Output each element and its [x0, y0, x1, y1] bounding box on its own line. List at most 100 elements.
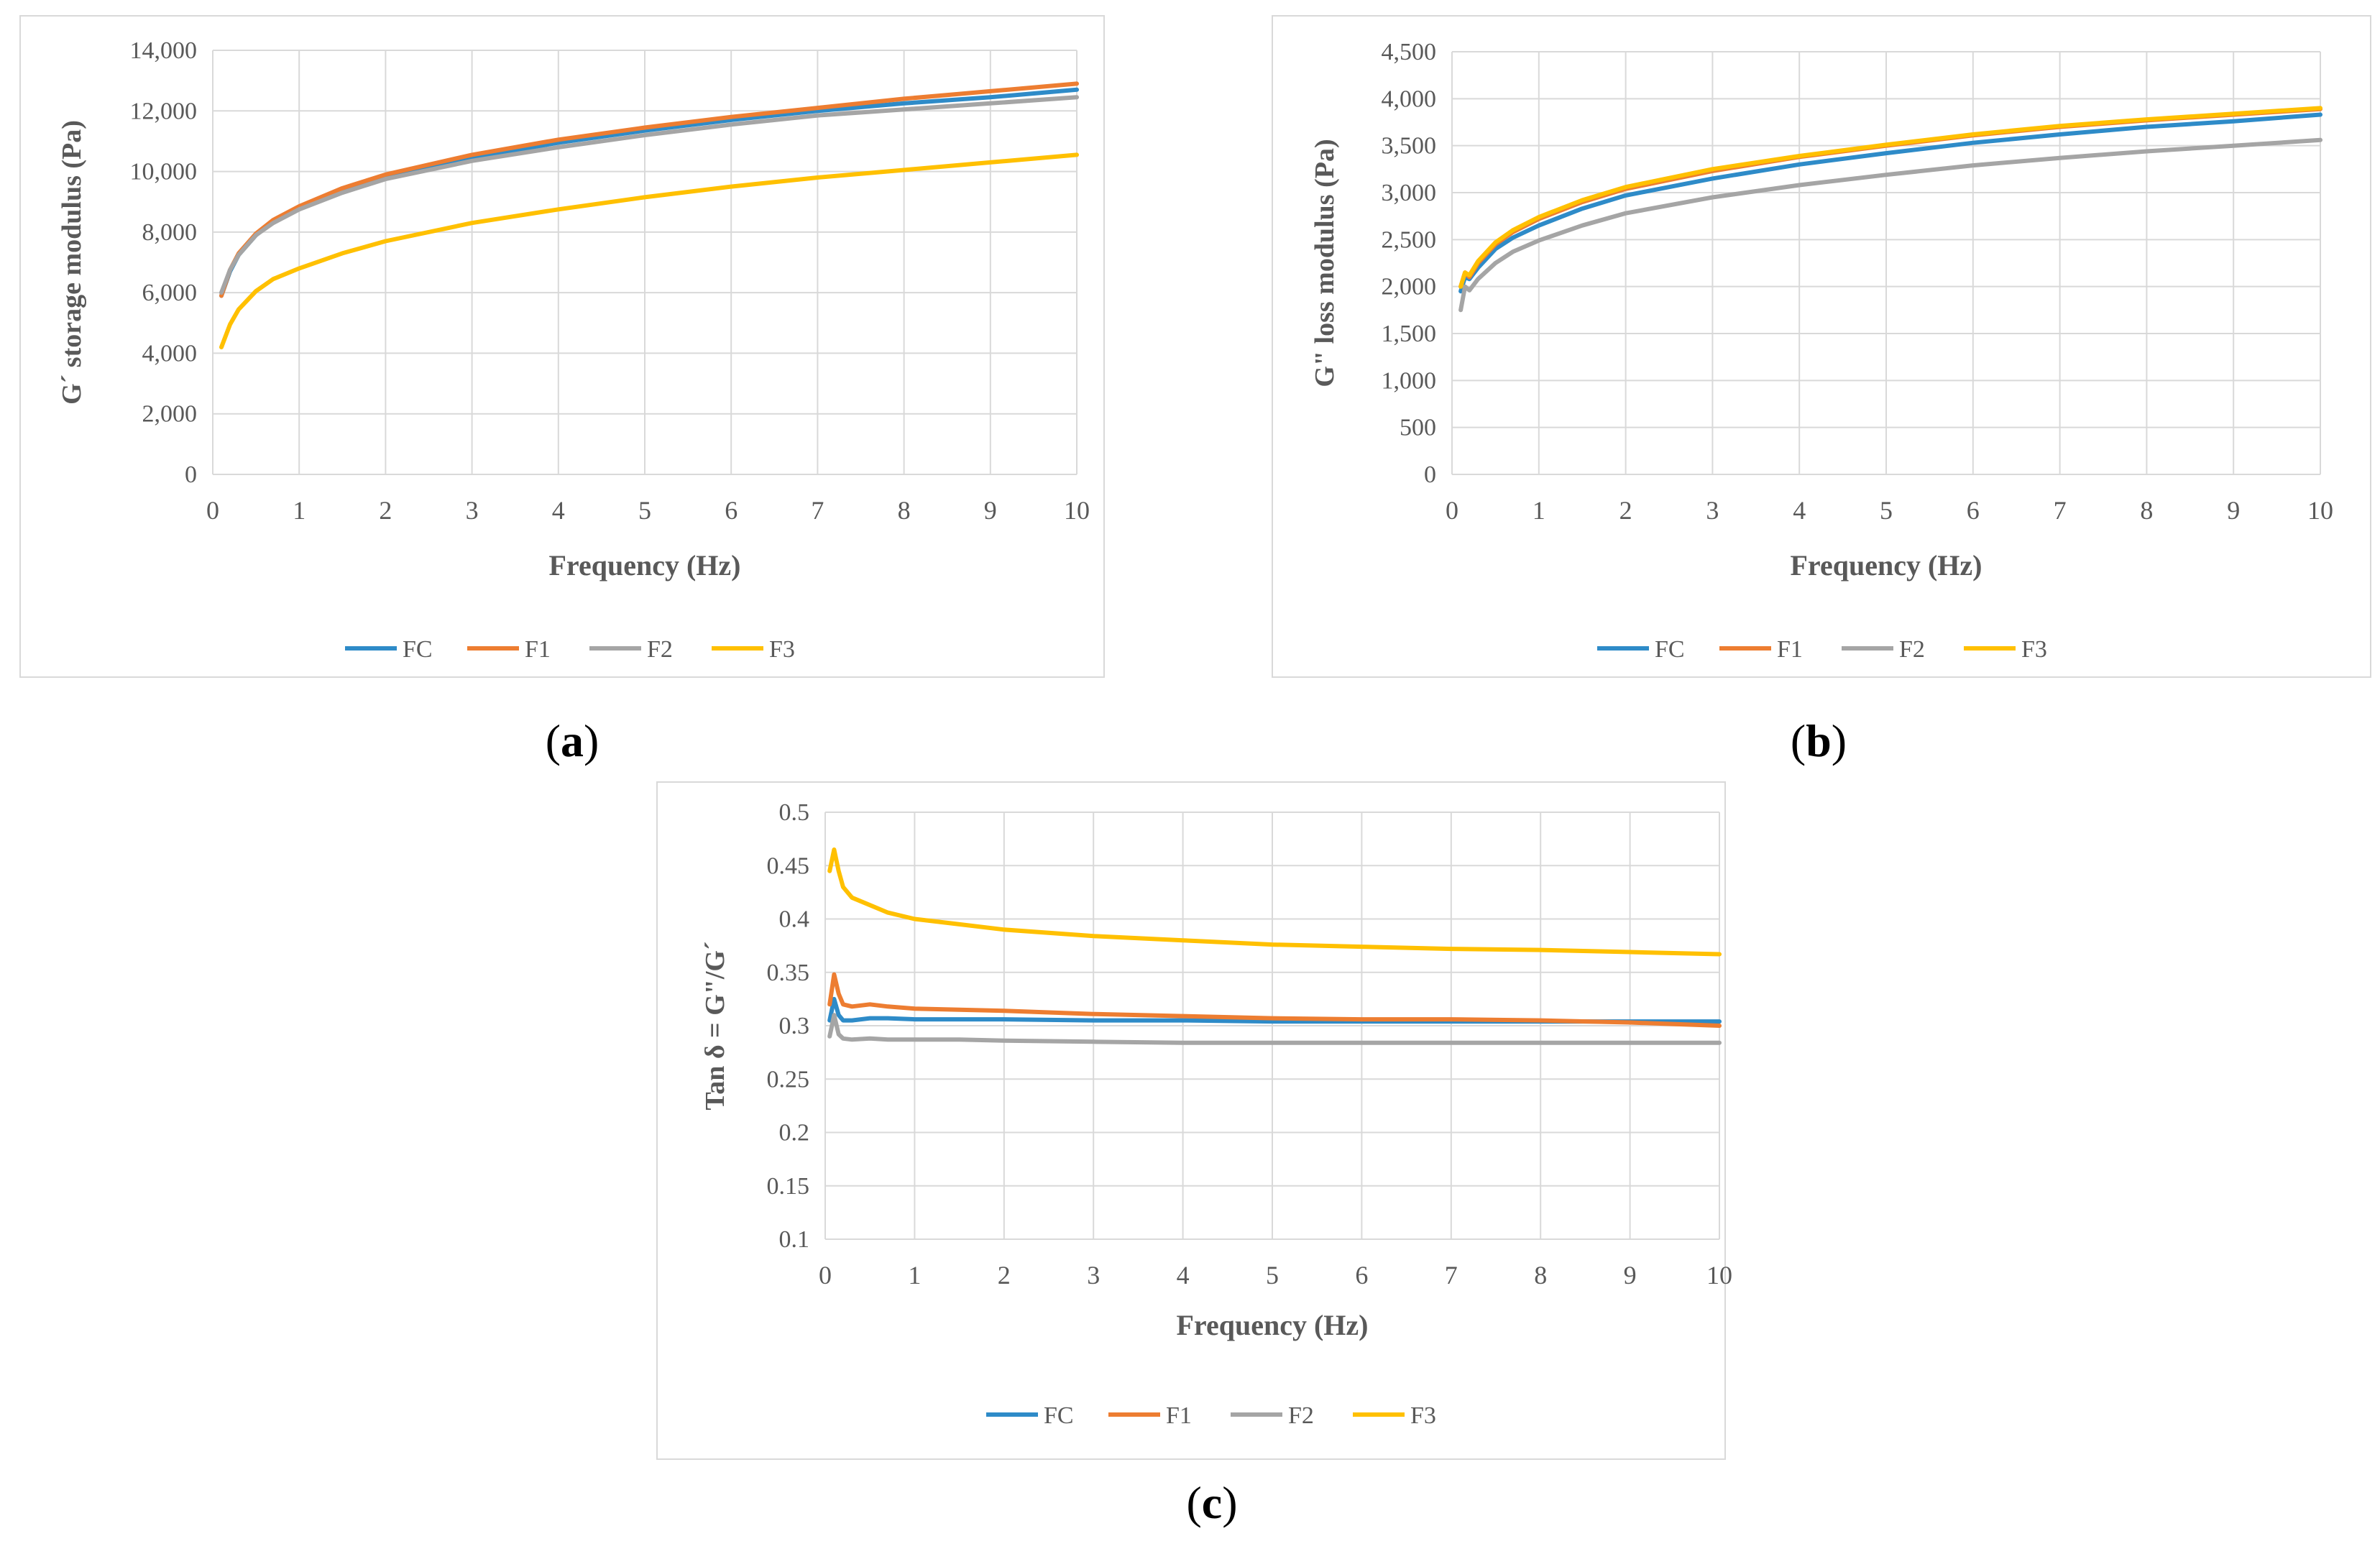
x-tick-label: 5 — [1880, 496, 1893, 525]
y-tick-label: 4,500 — [1382, 39, 1437, 65]
y-tick-label: 3,000 — [1382, 180, 1437, 206]
legend-label-f3: F3 — [1410, 1402, 1436, 1429]
x-tick-label: 6 — [1355, 1261, 1368, 1290]
x-tick-label: 4 — [1177, 1261, 1190, 1290]
chart-frame — [19, 15, 1105, 678]
y-tick-label: 0.2 — [779, 1120, 810, 1146]
y-tick-label: 2,000 — [142, 401, 198, 428]
y-tick-label: 2,000 — [1382, 274, 1437, 300]
series-line-f2 — [219, 95, 1079, 295]
gridlines — [212, 50, 1078, 475]
legend: FC F1 F2 F3 — [1597, 636, 2047, 663]
x-tick-label: 8 — [1534, 1261, 1547, 1290]
y-tick-label: 1,500 — [1382, 321, 1437, 347]
legend: FC F1 F2 F3 — [345, 636, 795, 663]
x-tick-label: 8 — [2140, 496, 2153, 525]
y-tick-label: 8,000 — [142, 219, 198, 246]
panel-paren-open: ( — [1186, 1477, 1201, 1528]
y-tick-label: 0.15 — [767, 1173, 810, 1200]
panel-label-a: (a) — [546, 715, 599, 766]
y-axis-title: Tan δ = G"/G´ — [700, 941, 730, 1110]
x-tick-label: 7 — [811, 496, 824, 525]
series-line-f3 — [827, 847, 1722, 957]
legend-label-f3: F3 — [769, 636, 795, 663]
x-tick-label: 6 — [725, 496, 738, 525]
y-tick-label: 12,000 — [130, 98, 198, 124]
legend-label-f2: F2 — [647, 636, 673, 663]
gridlines — [824, 812, 1720, 1240]
legend-label-f1: F1 — [1166, 1402, 1192, 1429]
chart-frame — [656, 781, 1726, 1460]
legend: FC F1 F2 F3 — [986, 1402, 1436, 1429]
x-tick-label: 2 — [998, 1261, 1011, 1290]
x-tick-label: 8 — [898, 496, 911, 525]
y-tick-label: 1,000 — [1382, 367, 1437, 394]
series-line-f2 — [827, 1013, 1722, 1045]
x-tick-label: 6 — [1967, 496, 1980, 525]
y-axis-title: G" loss modulus (Pa) — [1310, 139, 1340, 387]
y-tick-label: 0.1 — [779, 1226, 810, 1253]
x-tick-label: 4 — [552, 496, 565, 525]
panel-letter: b — [1806, 715, 1832, 766]
y-tick-label: 0 — [1424, 461, 1436, 488]
y-tick-label: 10,000 — [130, 159, 198, 185]
x-axis-title: Frequency (Hz) — [1177, 1309, 1369, 1341]
legend-label-f3: F3 — [2021, 636, 2047, 663]
legend-label-f1: F1 — [1777, 636, 1803, 663]
x-tick-label: 7 — [2054, 496, 2067, 525]
y-tick-label: 500 — [1400, 415, 1436, 441]
x-tick-label: 9 — [984, 496, 997, 525]
y-tick-label: 0 — [185, 461, 197, 488]
y-tick-label: 0.3 — [779, 1013, 810, 1039]
x-tick-label: 3 — [466, 496, 479, 525]
panel-label-c: (c) — [1186, 1477, 1237, 1528]
y-tick-label: 0.4 — [779, 906, 810, 933]
legend-label-f1: F1 — [525, 636, 551, 663]
panel-paren-close: ) — [584, 715, 599, 766]
series-line-f3 — [1458, 106, 2322, 289]
legend-label-f2: F2 — [1288, 1402, 1314, 1429]
x-tick-label: 1 — [293, 496, 305, 525]
panel-letter: c — [1202, 1477, 1222, 1528]
y-tick-label: 0.45 — [767, 852, 810, 879]
chart-b: 0 500 1,000 1,500 2,000 2,500 3,000 3,500 4,000 4… — [1272, 15, 2371, 678]
y-axis-title: G´ storage modulus (Pa) — [57, 120, 87, 405]
panel-label-b: (b) — [1791, 715, 1847, 766]
x-tick-label: 10 — [2307, 496, 2333, 525]
x-tick-label: 10 — [1064, 496, 1090, 525]
series-lines — [1458, 106, 2322, 313]
panel-paren-open: ( — [1791, 715, 1806, 766]
x-tick-label: 1 — [1533, 496, 1545, 525]
y-tick-label: 0.35 — [767, 960, 810, 986]
panel-paren-close: ) — [1222, 1477, 1237, 1528]
panel-letter: a — [561, 715, 584, 766]
y-tick-label: 14,000 — [130, 37, 198, 64]
x-tick-label: 9 — [2227, 496, 2240, 525]
y-tick-label: 2,500 — [1382, 226, 1437, 253]
legend-label-fc: FC — [1044, 1402, 1074, 1429]
x-tick-label: 3 — [1706, 496, 1719, 525]
x-tick-label: 9 — [1624, 1261, 1637, 1290]
series-line-f3 — [219, 152, 1079, 349]
x-tick-label: 7 — [1445, 1261, 1458, 1290]
series-line-f1 — [827, 972, 1722, 1028]
x-axis-title: Frequency (Hz) — [1791, 549, 1982, 582]
x-tick-label: 1 — [908, 1261, 921, 1290]
series-line-f2 — [1458, 137, 2322, 313]
legend-label-fc: FC — [1655, 636, 1685, 663]
x-axis-title: Frequency (Hz) — [549, 549, 741, 582]
x-tick-label: 2 — [379, 496, 392, 525]
x-tick-label: 4 — [1793, 496, 1806, 525]
y-tick-label: 4,000 — [142, 340, 198, 367]
x-tick-label: 2 — [1619, 496, 1632, 525]
y-tick-label: 4,000 — [1382, 86, 1437, 112]
legend-label-fc: FC — [403, 636, 433, 663]
chart-c: 0.1 0.15 0.2 0.25 0.3 0.35 0.4 0.45 0.5 0 1 2 3 4 5 6 7 8… — [656, 781, 1732, 1460]
x-tick-label: 5 — [1266, 1261, 1279, 1290]
y-tick-label: 3,500 — [1382, 133, 1437, 160]
chart-a: 0 2,000 4,000 6,000 8,000 10,000 12,000 14,000 0… — [19, 15, 1105, 678]
x-tick-label: 10 — [1706, 1261, 1732, 1290]
chart-frame — [1272, 15, 2371, 678]
